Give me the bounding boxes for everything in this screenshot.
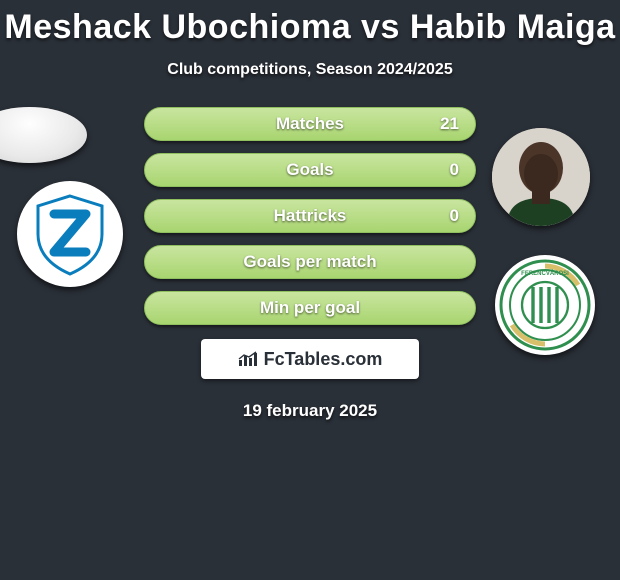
stat-row-goals-per-match: Goals per match — [144, 245, 476, 279]
stat-value-right: 0 — [450, 200, 459, 232]
stat-value-right: 0 — [450, 154, 459, 186]
zte-badge-icon — [30, 190, 110, 278]
date: 19 february 2025 — [0, 401, 620, 421]
stat-label: Goals per match — [243, 252, 376, 272]
brand-box: FcTables.com — [201, 339, 419, 379]
stat-label: Min per goal — [260, 298, 360, 318]
player-right-avatar — [492, 128, 590, 226]
stat-row-hattricks: Hattricks 0 — [144, 199, 476, 233]
ferencvaros-badge-icon: FERENCVÁROSI — [499, 259, 591, 351]
club-right-badge: FERENCVÁROSI — [495, 255, 595, 355]
brand-label: FcTables.com — [238, 349, 383, 370]
page-title: Meshack Ubochioma vs Habib Maiga — [0, 0, 620, 47]
subtitle: Club competitions, Season 2024/2025 — [0, 61, 620, 79]
chart-icon — [238, 351, 258, 367]
stat-label: Goals — [286, 160, 333, 180]
stat-value-right: 21 — [440, 108, 459, 140]
brand-text: FcTables.com — [264, 349, 383, 370]
stat-label: Matches — [276, 114, 344, 134]
svg-text:FERENCVÁROSI: FERENCVÁROSI — [521, 270, 569, 277]
stat-row-min-per-goal: Min per goal — [144, 291, 476, 325]
club-left-badge — [17, 181, 123, 287]
stat-label: Hattricks — [274, 206, 347, 226]
player-silhouette-icon — [492, 128, 590, 226]
stat-row-matches: Matches 21 — [144, 107, 476, 141]
stat-row-goals: Goals 0 — [144, 153, 476, 187]
